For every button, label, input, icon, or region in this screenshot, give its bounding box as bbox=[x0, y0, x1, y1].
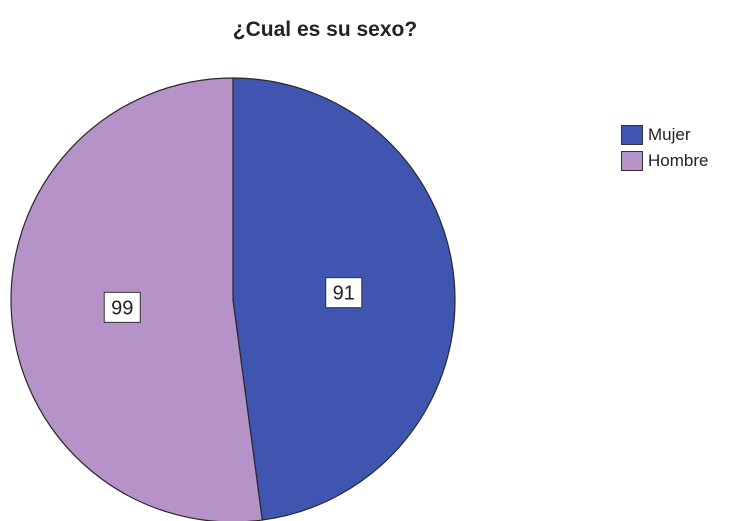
legend-item-mujer: Mujer bbox=[621, 122, 708, 148]
legend-item-hombre: Hombre bbox=[621, 148, 708, 174]
pie-data-labels: 91 99 bbox=[103, 277, 363, 323]
legend-label-mujer: Mujer bbox=[648, 125, 691, 144]
chart-title: ¿Cual es su sexo? bbox=[232, 18, 418, 41]
legend-swatch-hombre bbox=[621, 151, 643, 171]
legend-label-hombre: Hombre bbox=[648, 151, 709, 170]
data-label-text-mujer: 91 bbox=[333, 283, 355, 305]
data-label-mujer: 91 bbox=[325, 277, 363, 309]
data-label-text-hombre: 99 bbox=[111, 297, 133, 319]
data-label-box-mujer bbox=[325, 277, 363, 309]
pie-slices bbox=[10, 77, 456, 521]
legend-swatch-mujer bbox=[621, 125, 643, 145]
data-label-hombre: 99 bbox=[103, 291, 141, 323]
legend: Mujer Hombre bbox=[621, 122, 708, 174]
data-label-box-hombre bbox=[103, 291, 141, 323]
